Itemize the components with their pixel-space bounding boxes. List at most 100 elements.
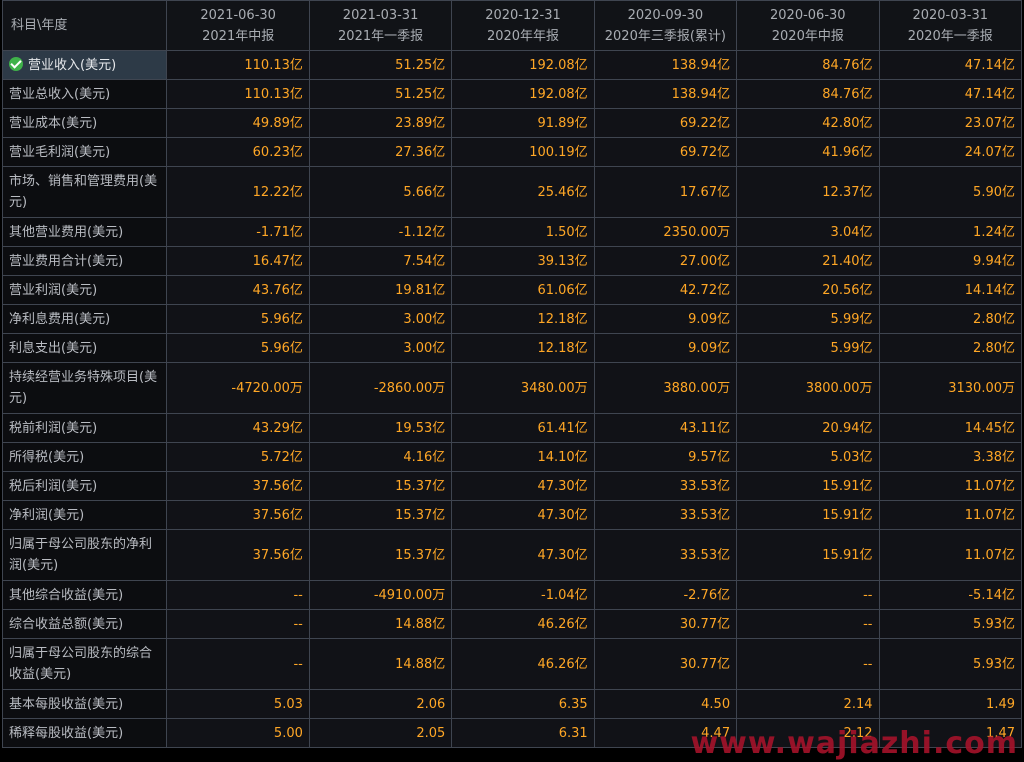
value-cell: 69.22亿 [593,108,738,138]
row-label-cell[interactable]: 其他营业费用(美元) [1,217,168,247]
table-row[interactable]: 税后利润(美元) 37.56亿 15.37亿 47.30亿 33.53亿 15.91亿 11… [1,471,1022,501]
value-cell: 47.14亿 [878,79,1022,109]
value-cell: 51.25亿 [308,79,453,109]
value-cell: 46.26亿 [451,609,595,639]
table-row[interactable]: 归属于母公司股东的综合收益(美元) -- 14.88亿 46.26亿 30.77亿 -- 5… [1,638,1022,690]
table-row[interactable]: 综合收益总额(美元) -- 14.88亿 46.26亿 30.77亿 -- 5.93亿 [1,609,1022,639]
row-label: 归属于母公司股东的净利润(美元) [9,537,153,573]
row-label-cell[interactable]: 营业毛利润(美元) [1,137,168,167]
value-cell: -- [736,580,880,610]
value-cell: 2.80亿 [878,304,1022,334]
value-cell: 42.72亿 [593,275,738,305]
value-cell: 20.56亿 [736,275,880,305]
row-label-cell[interactable]: 营业收入(美元) [1,50,168,80]
column-header[interactable]: 2020-09-30 2020年三季报(累计) [593,0,738,51]
row-label-cell[interactable]: 营业费用合计(美元) [1,246,168,276]
income-statement-table: 科目\年度 2021-06-30 2021年中报 2021-03-31 2021年一… [1,0,1022,748]
value-cell: 9.57亿 [593,442,738,472]
table-row[interactable]: 净利息费用(美元) 5.96亿 3.00亿 12.18亿 9.09亿 5.99亿 2.80亿 [1,304,1022,334]
value-cell: -- [166,638,310,690]
table-row[interactable]: 营业成本(美元) 49.89亿 23.89亿 91.89亿 69.22亿 42.80亿 23… [1,108,1022,138]
value-cell: 4.50 [593,689,738,719]
column-header[interactable]: 2021-06-30 2021年中报 [166,0,310,51]
value-cell: 3800.00万 [736,362,880,414]
value-cell: 25.46亿 [451,166,595,218]
value-cell: -- [736,638,880,690]
value-cell: 12.22亿 [166,166,310,218]
row-label-cell[interactable]: 稀释每股收益(美元) [1,718,168,748]
row-label-cell[interactable]: 归属于母公司股东的净利润(美元) [1,529,168,581]
value-cell: 138.94亿 [593,50,738,80]
value-cell: 5.96亿 [166,333,310,363]
value-cell: 69.72亿 [593,137,738,167]
column-header[interactable]: 2020-06-30 2020年中报 [736,0,880,51]
table-row[interactable]: 基本每股收益(美元) 5.03 2.06 6.35 4.50 2.14 1.49 [1,689,1022,719]
value-cell: 5.99亿 [736,333,880,363]
value-cell: 84.76亿 [736,79,880,109]
table-row[interactable]: 营业收入(美元) 110.13亿 51.25亿 192.08亿 138.94亿 84.76… [1,50,1022,80]
value-cell: -2.76亿 [593,580,738,610]
value-cell: 43.11亿 [593,413,738,443]
column-period: 2021年一季报 [338,28,424,44]
row-label-cell[interactable]: 综合收益总额(美元) [1,609,168,639]
value-cell: 61.41亿 [451,413,595,443]
row-label: 营业毛利润(美元) [9,144,111,160]
row-label-cell[interactable]: 营业利润(美元) [1,275,168,305]
value-cell: 1.49 [878,689,1022,719]
row-label-cell[interactable]: 税后利润(美元) [1,471,168,501]
table-row[interactable]: 营业利润(美元) 43.76亿 19.81亿 61.06亿 42.72亿 20.56亿 14… [1,275,1022,305]
value-cell: 33.53亿 [593,500,738,530]
row-label: 利息支出(美元) [9,340,98,356]
table-row[interactable]: 营业费用合计(美元) 16.47亿 7.54亿 39.13亿 27.00亿 21.40亿 9… [1,246,1022,276]
value-cell: 47.30亿 [451,529,595,581]
table-row[interactable]: 稀释每股收益(美元) 5.00 2.05 6.31 4.47 2.12 1.47 [1,718,1022,748]
column-date: 2020-09-30 [627,7,704,23]
column-header[interactable]: 2021-03-31 2021年一季报 [308,0,453,51]
table-row[interactable]: 其他营业费用(美元) -1.71亿 -1.12亿 1.50亿 2350.00万 3.04亿… [1,217,1022,247]
table-row[interactable]: 营业毛利润(美元) 60.23亿 27.36亿 100.19亿 69.72亿 41.96亿… [1,137,1022,167]
value-cell: 2.05 [308,718,453,748]
table-row[interactable]: 利息支出(美元) 5.96亿 3.00亿 12.18亿 9.09亿 5.99亿 2.80亿 [1,333,1022,363]
column-header[interactable]: 2020-12-31 2020年年报 [451,0,595,51]
row-label-cell[interactable]: 市场、销售和管理费用(美元) [1,166,168,218]
value-cell: 15.91亿 [736,529,880,581]
table-row[interactable]: 营业总收入(美元) 110.13亿 51.25亿 192.08亿 138.94亿 84.7… [1,79,1022,109]
table-row[interactable]: 净利润(美元) 37.56亿 15.37亿 47.30亿 33.53亿 15.91亿 11.… [1,500,1022,530]
row-label-cell[interactable]: 营业总收入(美元) [1,79,168,109]
value-cell: 2.12 [736,718,880,748]
row-label-cell[interactable]: 持续经营业务特殊项目(美元) [1,362,168,414]
row-label-cell[interactable]: 净利润(美元) [1,500,168,530]
row-label-cell[interactable]: 营业成本(美元) [1,108,168,138]
row-label-cell[interactable]: 净利息费用(美元) [1,304,168,334]
row-label-cell[interactable]: 基本每股收益(美元) [1,689,168,719]
value-cell: -1.04亿 [451,580,595,610]
table-row[interactable]: 持续经营业务特殊项目(美元) -4720.00万 -2860.00万 3480.00万… [1,362,1022,414]
column-header[interactable]: 2020-03-31 2020年一季报 [878,0,1022,51]
value-cell: 61.06亿 [451,275,595,305]
value-cell: 91.89亿 [451,108,595,138]
table-row[interactable]: 所得税(美元) 5.72亿 4.16亿 14.10亿 9.57亿 5.03亿 3.38亿 [1,442,1022,472]
column-period: 2020年中报 [771,28,844,44]
value-cell: 5.93亿 [878,609,1022,639]
value-cell: 11.07亿 [878,529,1022,581]
value-cell: 3.38亿 [878,442,1022,472]
table-row[interactable]: 市场、销售和管理费用(美元) 12.22亿 5.66亿 25.46亿 17.67亿 12.… [1,166,1022,218]
row-label-cell[interactable]: 利息支出(美元) [1,333,168,363]
value-cell: 51.25亿 [308,50,453,80]
value-cell: 39.13亿 [451,246,595,276]
value-cell: 37.56亿 [166,471,310,501]
row-label: 营业利润(美元) [9,282,98,298]
value-cell: 100.19亿 [451,137,595,167]
table-row[interactable]: 其他综合收益(美元) -- -4910.00万 -1.04亿 -2.76亿 -- -5.14… [1,580,1022,610]
column-date: 2020-06-30 [770,7,846,23]
row-label-cell[interactable]: 税前利润(美元) [1,413,168,443]
value-cell: 3.04亿 [736,217,880,247]
value-cell: 27.36亿 [308,137,453,167]
table-row[interactable]: 税前利润(美元) 43.29亿 19.53亿 61.41亿 43.11亿 20.94亿 14… [1,413,1022,443]
row-label-cell[interactable]: 所得税(美元) [1,442,168,472]
row-label-cell[interactable]: 其他综合收益(美元) [1,580,168,610]
value-cell: 192.08亿 [451,79,595,109]
value-cell: 1.50亿 [451,217,595,247]
table-row[interactable]: 归属于母公司股东的净利润(美元) 37.56亿 15.37亿 47.30亿 33.53亿… [1,529,1022,581]
row-label-cell[interactable]: 归属于母公司股东的综合收益(美元) [1,638,168,690]
